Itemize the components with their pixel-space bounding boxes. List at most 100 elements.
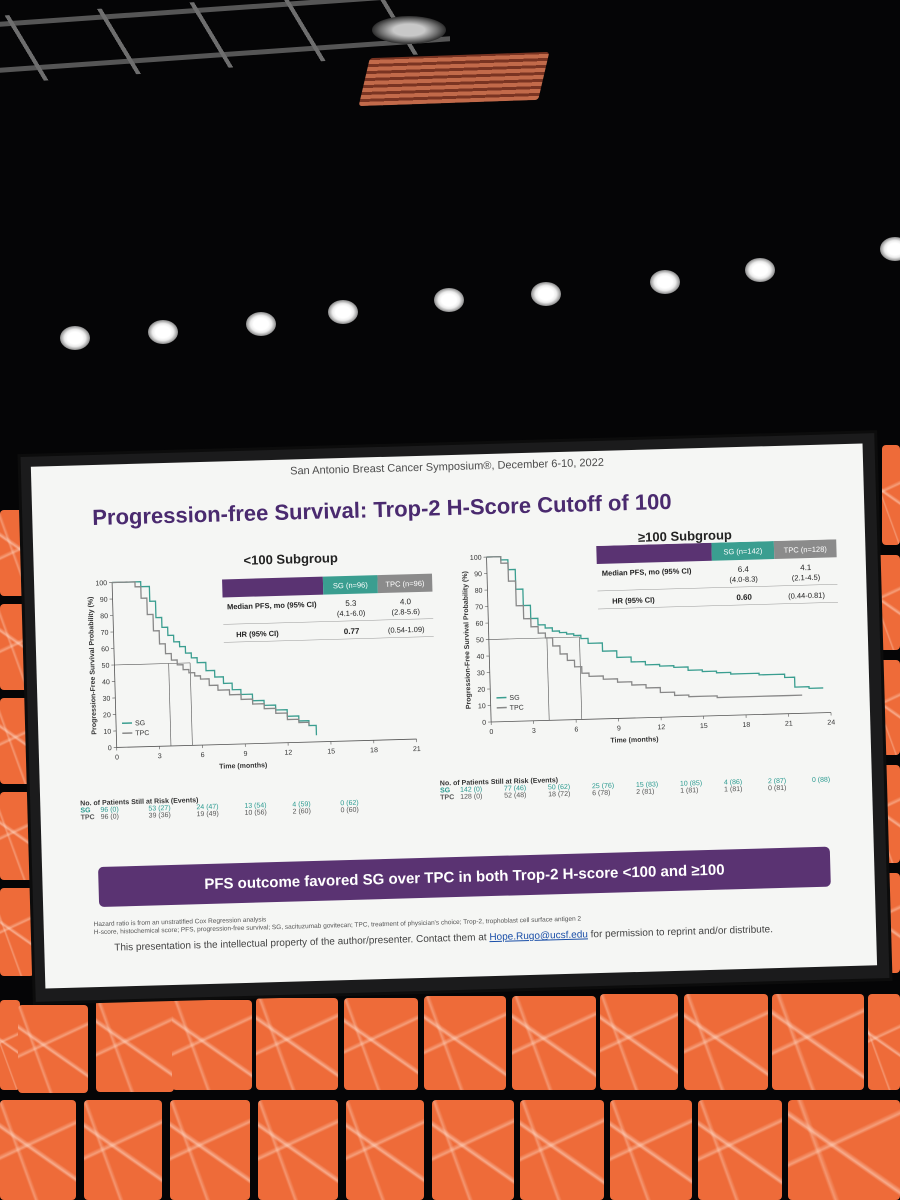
orange-panel: [344, 998, 418, 1090]
contact-email-link[interactable]: Hope.Rugo@ucsf.edu: [489, 929, 589, 944]
orange-panel: [172, 1000, 252, 1090]
stage-light: [650, 270, 680, 294]
projection-screen: San Antonio Breast Cancer Symposium®, De…: [20, 433, 890, 1002]
y-tick-label: 30: [102, 696, 110, 703]
orange-panel: [258, 1100, 338, 1200]
orange-panel: [698, 1100, 782, 1200]
table-header-band: [596, 542, 712, 564]
ceiling-fixture: [372, 16, 446, 44]
table-row-label: HR (95% CI): [612, 595, 655, 605]
left-at-risk-table: No. of Patients Still at Risk (Events) S…: [80, 792, 388, 821]
slide-title: Progression-free Survival: Trop-2 H-Scor…: [91, 488, 672, 531]
y-tick-label: 80: [475, 588, 483, 595]
x-tick-label: 18: [742, 722, 750, 729]
y-tick-label: 40: [476, 654, 484, 661]
left-subgroup-title: <100 Subgroup: [243, 550, 338, 568]
at-risk-cell: 0 (60): [340, 806, 359, 815]
at-risk-cell: 19 (49): [196, 810, 219, 819]
y-tick-label: 10: [103, 729, 111, 736]
table-row-label: HR (95% CI): [236, 629, 279, 639]
y-tick-label: 60: [101, 646, 109, 653]
x-axis-label: Time (months): [610, 736, 658, 744]
legend-label-sg: SG: [135, 720, 145, 727]
table-cell: 0.77: [344, 627, 360, 636]
at-risk-cell: 96 (0): [100, 813, 120, 821]
at-risk-cell: 2 (81): [636, 788, 655, 796]
stage-light: [60, 326, 90, 350]
x-tick-label: 18: [370, 747, 378, 754]
table-cell: (2.1-4.5): [792, 573, 821, 583]
legend-label-tpc: TPC: [510, 705, 524, 712]
x-tick-label: 12: [657, 724, 665, 731]
stage-light: [434, 288, 464, 312]
at-risk-row-label: TPC: [440, 794, 455, 802]
y-tick-label: 50: [102, 663, 110, 670]
x-tick-label: 3: [532, 728, 536, 735]
table-cell: (0.54-1.09): [388, 625, 425, 635]
orange-panel: [0, 1000, 20, 1090]
at-risk-cell: 10 (56): [244, 809, 267, 817]
at-risk-cell: 0 (81): [768, 784, 787, 793]
km-curve-sg: [486, 555, 824, 690]
y-tick-label: 30: [477, 670, 485, 677]
orange-panel: [878, 660, 900, 755]
km-curve-sg: [112, 581, 318, 736]
table-header-sg: [711, 541, 775, 561]
table-divider: [223, 618, 434, 625]
x-axis: [116, 738, 417, 748]
orange-panel: [512, 996, 596, 1090]
right-km-chart: 0 10 20 30 40 50 60 70 80 90 100 0 3 6 9 12 15 18 21 24 Time…: [462, 539, 838, 745]
orange-panel: [96, 1000, 174, 1092]
km-curve-tpc: [486, 555, 803, 699]
x-axis-label: Time (months): [219, 762, 267, 770]
x-tick-label: 3: [158, 753, 162, 760]
orange-panel: [882, 445, 900, 545]
table-cell: (2.8-5.6): [391, 607, 420, 617]
left-km-chart: 0 10 20 30 40 50 60 70 80 90 100 0 3 6 9 12 15 18 21 Time (…: [87, 573, 434, 771]
y-axis-label: Progression-Free Survival Probability (%…: [87, 596, 98, 734]
legend-label-sg: SG: [509, 695, 519, 702]
orange-panel: [0, 1100, 76, 1200]
orange-panel: [346, 1100, 424, 1200]
x-tick-label: 0: [115, 754, 119, 761]
orange-panel: [18, 1005, 88, 1093]
table-header-band: [222, 576, 324, 598]
y-tick-label: 0: [482, 720, 486, 727]
median-reference-line: [488, 636, 580, 640]
x-tick-label: 9: [617, 725, 621, 732]
orange-panel: [772, 994, 864, 1090]
at-risk-cell: 128 (0): [460, 793, 483, 801]
at-risk-cell: 52 (48): [504, 792, 527, 800]
at-risk-cell: 18 (72): [548, 790, 571, 799]
y-axis-label: Progression-Free Survival Probability (%…: [462, 571, 473, 709]
ip-notice-text-end: for permission to reprint and/or distrib…: [587, 924, 774, 941]
table-header-sg-label: SG (n=142): [723, 546, 763, 556]
presentation-slide: San Antonio Breast Cancer Symposium®, De…: [30, 443, 878, 989]
y-tick-label: 40: [102, 679, 110, 686]
table-divider: [223, 636, 434, 643]
meeting-header: San Antonio Breast Cancer Symposium®, De…: [289, 456, 605, 478]
orange-panel: [684, 994, 768, 1090]
table-cell: (4.1-6.0): [337, 608, 366, 618]
stage-light: [246, 312, 276, 336]
x-tick-label: 21: [785, 721, 793, 728]
orange-panel: [256, 998, 338, 1090]
table-cell: (4.0-8.3): [729, 574, 758, 584]
table-header-tpc: [773, 539, 837, 560]
table-cell: 5.3: [345, 599, 357, 608]
orange-panel: [600, 994, 678, 1090]
orange-panel: [424, 996, 506, 1090]
table-header-tpc-label: TPC (n=128): [784, 545, 828, 555]
table-divider: [597, 584, 838, 592]
table-cell: 4.1: [800, 563, 812, 572]
km-curve-tpc: [112, 581, 310, 726]
table-divider: [598, 602, 838, 610]
stage-light: [328, 300, 358, 324]
stage-light: [148, 320, 178, 344]
table-row-label: Median PFS, mo (95% CI): [227, 600, 317, 612]
orange-panel: [84, 1100, 162, 1200]
x-tick-label: 0: [489, 729, 493, 736]
table-cell: 0.60: [736, 593, 752, 602]
median-drop-line: [579, 636, 583, 720]
